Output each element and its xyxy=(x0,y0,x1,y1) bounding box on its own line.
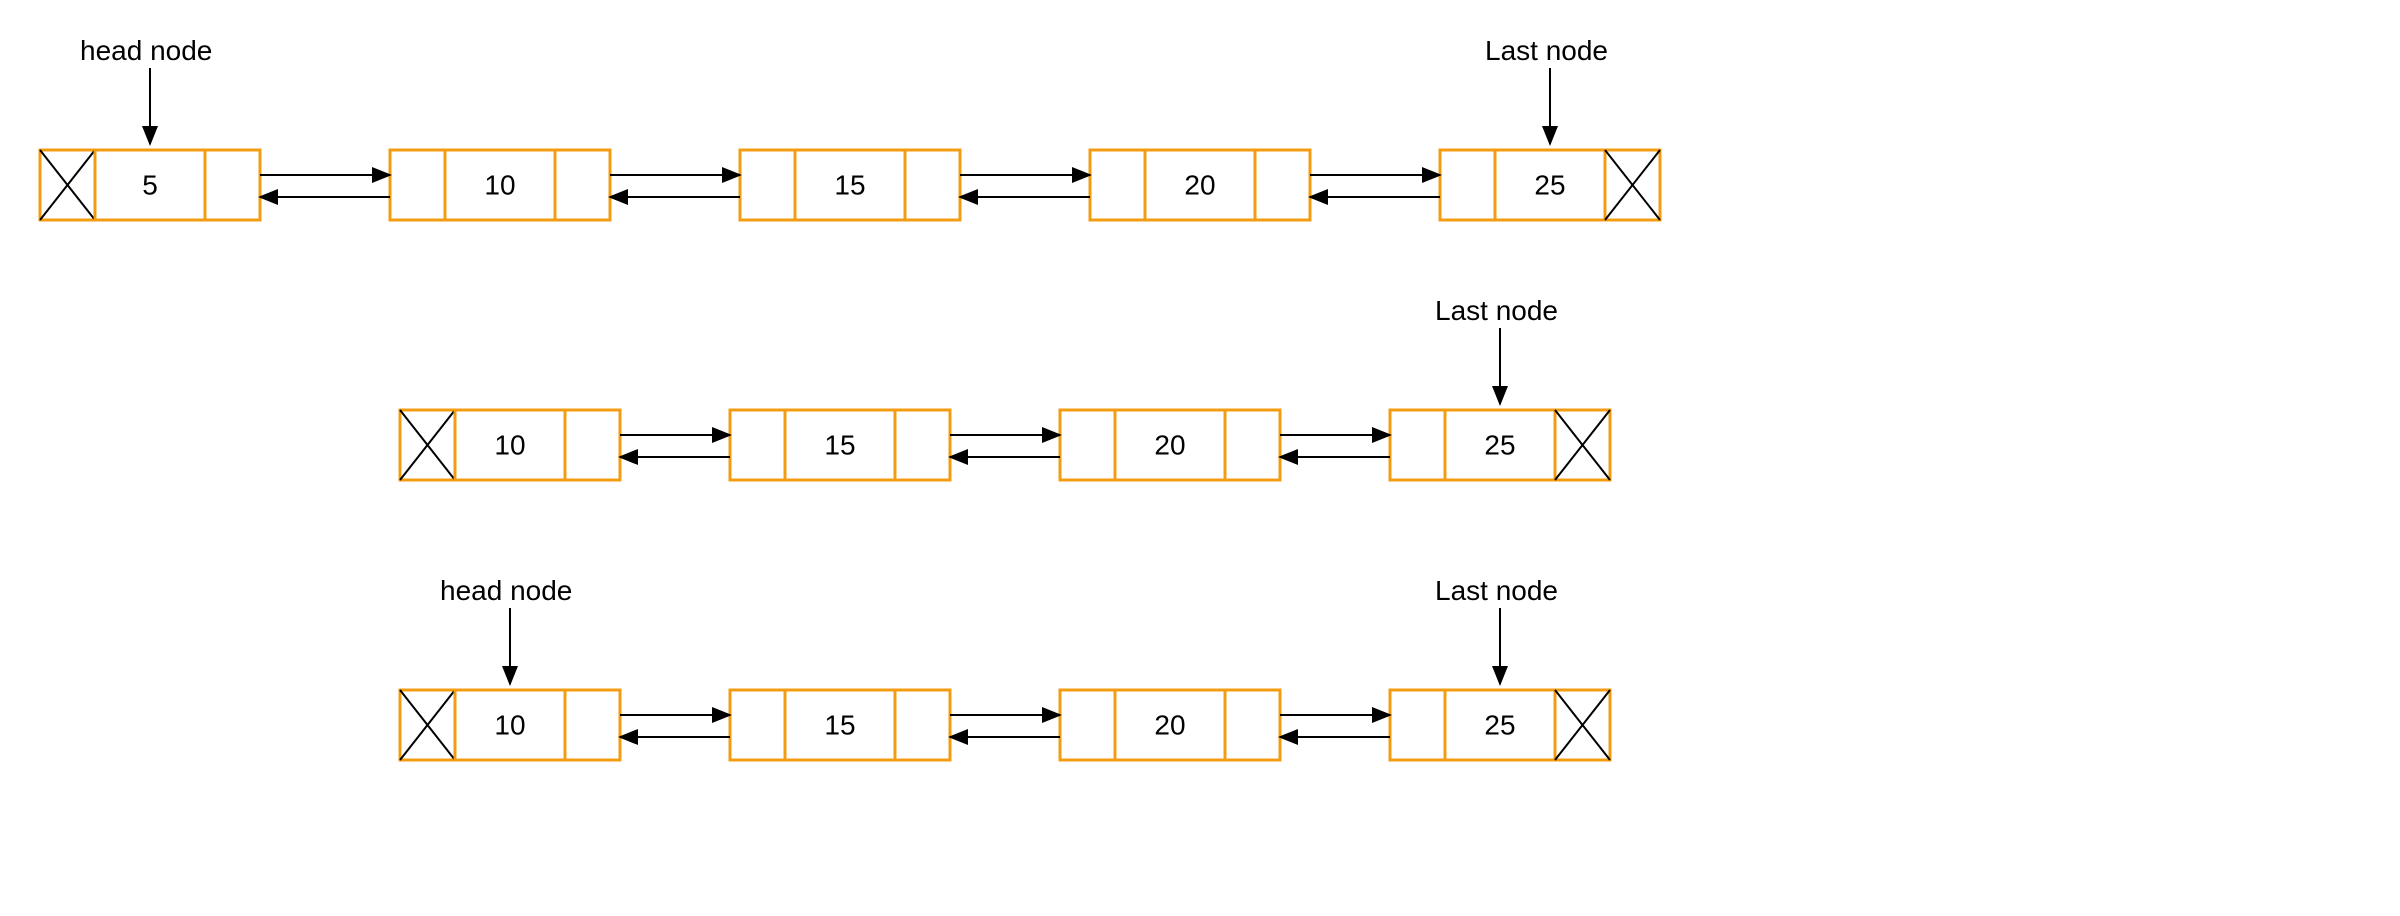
next-cell xyxy=(555,150,610,220)
last-label: Last node xyxy=(1435,575,1558,606)
next-cell xyxy=(895,690,950,760)
node-value: 10 xyxy=(494,709,525,740)
next-cell xyxy=(1225,410,1280,480)
list-node: 20 xyxy=(1060,690,1280,760)
prev-cell xyxy=(1390,690,1445,760)
head-label: head node xyxy=(440,575,572,606)
list-node: 25 xyxy=(1390,410,1610,480)
next-cell xyxy=(895,410,950,480)
list-node: 10 xyxy=(400,410,620,480)
last-label: Last node xyxy=(1485,35,1608,66)
node-value: 20 xyxy=(1154,709,1185,740)
next-cell xyxy=(905,150,960,220)
prev-cell xyxy=(1090,150,1145,220)
list-node: 10 xyxy=(390,150,610,220)
list-node: 15 xyxy=(730,690,950,760)
list-row: 10 15 20 25 head node Last node xyxy=(400,575,1610,760)
last-label: Last node xyxy=(1435,295,1558,326)
list-row: 5 10 15 20 25 head node Last node xyxy=(40,35,1660,220)
list-row: 10 15 20 25 Last node xyxy=(400,295,1610,480)
prev-cell xyxy=(1060,690,1115,760)
list-node: 10 xyxy=(400,690,620,760)
head-label: head node xyxy=(80,35,212,66)
node-value: 25 xyxy=(1534,169,1565,200)
prev-cell xyxy=(730,410,785,480)
node-value: 10 xyxy=(494,429,525,460)
node-value: 10 xyxy=(484,169,515,200)
prev-cell xyxy=(740,150,795,220)
prev-cell xyxy=(730,690,785,760)
prev-cell xyxy=(390,150,445,220)
list-node: 5 xyxy=(40,150,260,220)
node-value: 15 xyxy=(824,429,855,460)
list-node: 20 xyxy=(1060,410,1280,480)
node-value: 20 xyxy=(1154,429,1185,460)
next-cell xyxy=(205,150,260,220)
next-cell xyxy=(1255,150,1310,220)
prev-cell xyxy=(1390,410,1445,480)
list-node: 15 xyxy=(730,410,950,480)
next-cell xyxy=(565,410,620,480)
next-cell xyxy=(565,690,620,760)
node-value: 15 xyxy=(834,169,865,200)
list-node: 20 xyxy=(1090,150,1310,220)
list-node: 25 xyxy=(1440,150,1660,220)
next-cell xyxy=(1225,690,1280,760)
node-value: 25 xyxy=(1484,709,1515,740)
node-value: 25 xyxy=(1484,429,1515,460)
list-node: 25 xyxy=(1390,690,1610,760)
prev-cell xyxy=(1440,150,1495,220)
node-value: 5 xyxy=(142,169,158,200)
node-value: 15 xyxy=(824,709,855,740)
list-node: 15 xyxy=(740,150,960,220)
linked-list-diagram: 5 10 15 20 25 head node Last node 10 15 20 25 Last … xyxy=(0,0,2400,916)
prev-cell xyxy=(1060,410,1115,480)
node-value: 20 xyxy=(1184,169,1215,200)
